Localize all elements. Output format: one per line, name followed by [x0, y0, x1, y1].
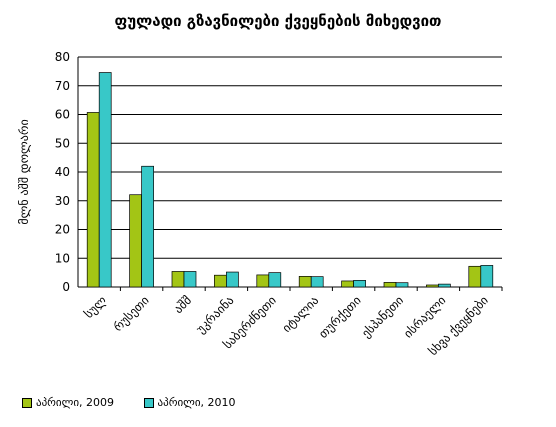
y-tick-label: 20	[55, 223, 70, 237]
x-category-label: აშშ	[171, 293, 194, 316]
bar-2010	[98, 72, 112, 288]
y-tick-label: 60	[55, 108, 70, 122]
bar-2009	[171, 271, 185, 288]
y-tick-label: 70	[55, 79, 70, 93]
chart-title: ფულადი გზავნილები ქვეყნების მიხედვით	[114, 12, 442, 30]
bar-2009	[298, 276, 312, 288]
x-category-label: იტალია	[279, 293, 321, 335]
bar-2010	[480, 265, 494, 288]
bar-2010	[183, 271, 197, 288]
y-tick-label: 30	[55, 194, 70, 208]
bar-2009	[383, 282, 397, 288]
legend-swatch-2009	[22, 397, 32, 408]
bar-2009	[86, 112, 100, 288]
bar-2009	[214, 274, 227, 288]
y-tick-label: 50	[55, 136, 70, 150]
y-axis-title: მლნ აშშ დოლარი	[17, 119, 31, 224]
legend-swatch-2010	[143, 397, 154, 408]
y-tick-label: 0	[62, 280, 70, 294]
y-tick-label: 80	[55, 50, 70, 64]
legend-item-2010: აპრილი, 2010	[143, 396, 236, 409]
legend-label-2009: აპრილი, 2009	[36, 396, 115, 409]
x-category-label: სულ	[82, 293, 110, 321]
bar-2009	[468, 265, 482, 288]
x-category-label: რუსეთი	[111, 293, 152, 334]
legend-label-2010: აპრილი, 2010	[157, 396, 236, 409]
bar-2009	[341, 280, 354, 288]
y-tick-label: 10	[55, 251, 70, 265]
legend-item-2009: აპრილი, 2009	[22, 396, 114, 409]
bar-2010	[141, 165, 154, 288]
legend: აპრილი, 2009 აპრილი, 2010	[22, 396, 262, 411]
bar-2010	[353, 280, 366, 288]
bar-2009	[129, 194, 142, 288]
bar-2010	[395, 282, 409, 288]
x-category-label: თურქეთი	[316, 293, 364, 341]
bar-2010	[226, 271, 239, 288]
bar-2010	[438, 283, 451, 288]
x-category-label: ესპანეთი	[359, 293, 406, 340]
bar-2009	[426, 284, 439, 288]
bar-2010	[268, 272, 282, 288]
bar-2010	[310, 276, 324, 288]
x-category-label: უკრაინა	[194, 293, 237, 336]
y-tick-label: 40	[55, 165, 70, 179]
bar-2009	[256, 274, 270, 288]
